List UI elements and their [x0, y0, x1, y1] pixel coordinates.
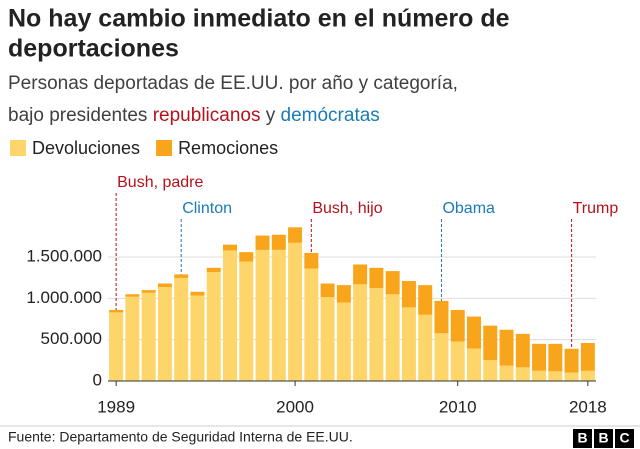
x-tick-label: 1989 — [97, 397, 135, 416]
bar-segment — [564, 372, 579, 381]
bar-segment — [515, 333, 530, 368]
bar-segment — [320, 297, 335, 381]
bar-segment — [548, 343, 563, 372]
annotation-label: Obama — [442, 200, 495, 217]
bar-segment — [157, 283, 172, 288]
bar-segment — [515, 367, 530, 381]
y-tick-label: 0 — [93, 370, 102, 389]
logo-letter: C — [619, 430, 629, 446]
bar-segment — [304, 268, 319, 381]
bar-segment — [532, 370, 547, 381]
y-tick-label: 1.000.000 — [26, 288, 102, 307]
bar-segment — [271, 234, 286, 250]
bar-segment — [369, 288, 384, 381]
logo-letter: B — [598, 430, 608, 446]
bar-segment — [206, 272, 221, 381]
bar-segment — [304, 252, 319, 269]
chart-title: deportaciones — [8, 35, 179, 63]
subtitle: Personas deportadas de EE.UU. por año y … — [8, 73, 458, 94]
bar-segment — [418, 314, 433, 381]
logo-box — [615, 429, 634, 448]
bar-segment — [239, 252, 254, 262]
legend-swatch — [156, 140, 173, 156]
bar-segment — [157, 287, 172, 381]
bar-segment — [369, 267, 384, 289]
bar-segment — [467, 348, 481, 381]
bar-segment — [385, 271, 400, 295]
bar-segment — [239, 261, 254, 381]
bar-segment — [434, 333, 449, 381]
bar-segment — [255, 235, 270, 250]
bar-segment — [271, 249, 286, 381]
y-tick-label: 500.000 — [41, 329, 102, 348]
bar-segment — [483, 325, 498, 361]
bar-segment — [141, 292, 156, 381]
bar-segment — [336, 285, 351, 303]
legend-swatch — [10, 140, 26, 156]
bar-segment — [206, 267, 221, 273]
bar-segment — [109, 312, 124, 381]
bar-segment — [223, 244, 237, 251]
bar-segment — [418, 285, 433, 315]
bar-segment — [450, 341, 465, 381]
bar-segment — [580, 342, 595, 371]
bar-segment — [336, 302, 351, 381]
bar-segment — [320, 283, 335, 298]
bar-segment — [385, 294, 400, 381]
bar-segment — [401, 281, 416, 308]
subtitle-text: y — [266, 105, 276, 126]
bar-segment — [288, 227, 303, 243]
bar-segment — [548, 371, 563, 381]
x-tick-label: 2018 — [569, 397, 607, 416]
bar-segment — [190, 295, 205, 381]
bar-segment — [109, 309, 124, 313]
logo-letter: B — [577, 430, 587, 446]
bar-segment — [223, 250, 237, 381]
bar-segment — [450, 309, 465, 342]
bar-segment — [580, 370, 595, 381]
subtitle-text: bajo presidentes — [8, 105, 147, 126]
bar-segment — [483, 360, 498, 381]
annotation-label: Bush, padre — [117, 174, 203, 191]
bar-segment — [125, 296, 140, 381]
x-tick-label: 2010 — [439, 397, 477, 416]
chart-title: No hay cambio inmediato en el número de — [8, 5, 510, 33]
legend-label: Remociones — [178, 138, 278, 158]
bar-segment — [288, 242, 303, 381]
logo-box — [573, 429, 592, 448]
subtitle-republicans: republicanos — [153, 105, 261, 126]
x-tick-label: 2000 — [276, 397, 314, 416]
legend-label: Devoluciones — [32, 138, 140, 158]
subtitle: bajo presidentes republicanos y demócrat… — [8, 105, 380, 126]
bar-segment — [125, 294, 140, 297]
annotation-label: Bush, hijo — [312, 200, 382, 217]
source: Fuente: Departamento de Seguridad Intern… — [8, 429, 353, 445]
logo-box — [594, 429, 613, 448]
subtitle-democrats: demócratas — [281, 105, 380, 126]
bar-segment — [564, 348, 579, 373]
y-tick-label: 1.500.000 — [26, 247, 102, 266]
bar-segment — [467, 316, 481, 349]
bar-segment — [255, 249, 270, 381]
bar-segment — [190, 291, 205, 296]
bar-segment — [401, 307, 416, 381]
bar-segment — [174, 274, 189, 278]
bar-segment — [434, 300, 449, 334]
annotation-label: Trump — [573, 200, 619, 217]
annotation-label: Clinton — [182, 200, 232, 217]
bar-segment — [353, 264, 368, 285]
bar-segment — [353, 284, 368, 381]
bar-segment — [141, 290, 156, 293]
bar-segment — [499, 365, 514, 381]
bar-segment — [532, 343, 547, 371]
bar-segment — [499, 329, 514, 366]
bar-segment — [174, 277, 189, 381]
